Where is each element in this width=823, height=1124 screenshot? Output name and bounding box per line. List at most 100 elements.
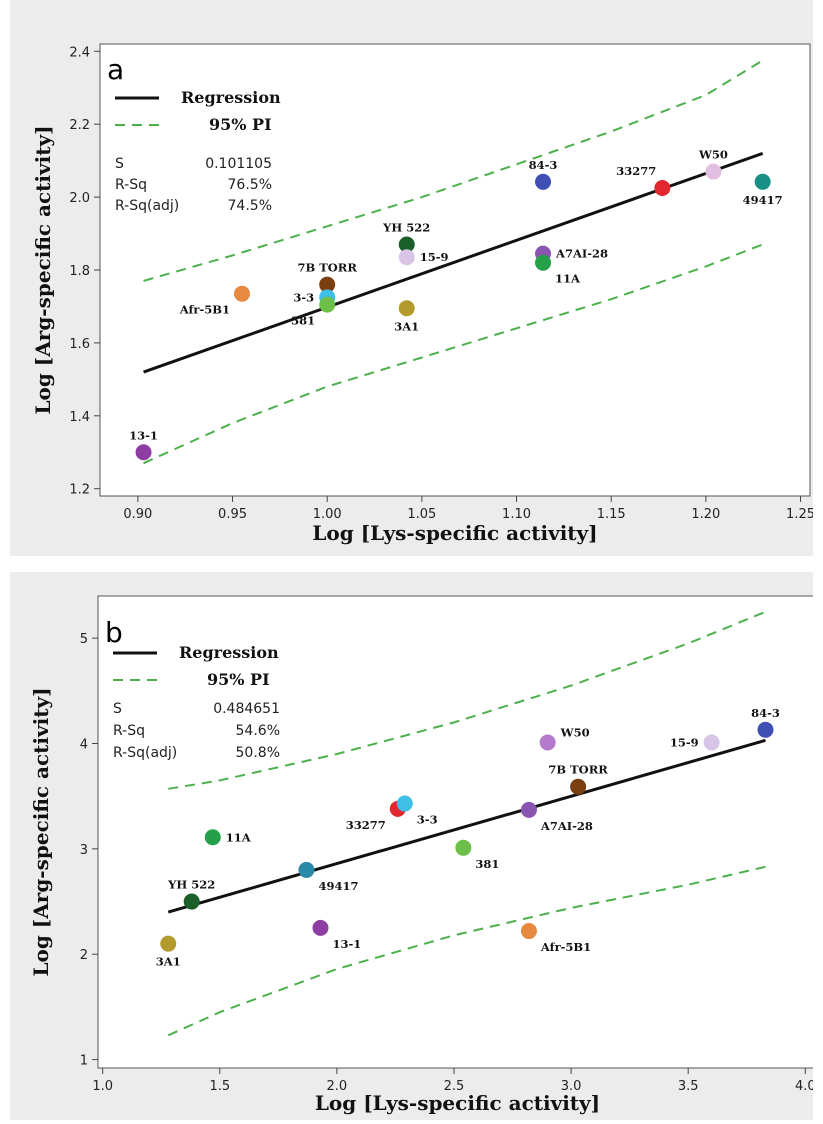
- y-tick-label: 2.4: [69, 45, 90, 60]
- data-point: [204, 829, 221, 846]
- stat-value: 50.8%: [236, 745, 280, 761]
- point-label: 15-9: [670, 735, 699, 749]
- y-tick-label: 2.2: [69, 118, 90, 133]
- point-label: 11A: [226, 830, 252, 844]
- point-label: YH 522: [167, 878, 215, 892]
- panel-letter: a: [107, 53, 124, 86]
- x-tick-label: 2.0: [327, 1079, 348, 1094]
- point-label: 33277: [346, 818, 386, 832]
- point-label: 3-3: [417, 813, 438, 827]
- x-tick-label: 1.5: [209, 1079, 230, 1094]
- x-axis-label: Log [Lys-specific activity]: [312, 521, 597, 545]
- panel-letter: b: [105, 616, 123, 649]
- point-label: 11A: [555, 272, 581, 286]
- y-tick-label: 3: [80, 843, 88, 858]
- point-label: 33277: [616, 164, 656, 178]
- point-label: Afr-5B1: [179, 303, 230, 317]
- point-label: 7B TORR: [548, 763, 608, 777]
- point-label: 13-1: [129, 428, 158, 442]
- y-tick-label: 4: [80, 738, 88, 753]
- chart-b-svg: b 1.0 1.5 2.0 2.5 3.0 3.5 4.0 1 2 3 4 5 Log [Lys-spec…: [29, 595, 813, 1115]
- x-tick-label: 2.5: [444, 1079, 465, 1094]
- pi-lower-line: [167, 865, 766, 1037]
- y-tick-label: 5: [80, 632, 88, 647]
- x-tick-label: 3.0: [561, 1079, 582, 1094]
- point-label: 49417: [743, 193, 783, 207]
- stat-name: R-Sq(adj): [113, 745, 177, 761]
- point-label: 7B TORR: [297, 261, 357, 275]
- x-tick-label: 1.20: [691, 507, 720, 522]
- x-tick-label: 4.0: [795, 1079, 813, 1094]
- pi-lower-line: [143, 243, 764, 465]
- data-point: [757, 721, 774, 738]
- data-point: [535, 173, 552, 190]
- data-point: [520, 923, 537, 940]
- data-point: [398, 249, 415, 266]
- point-label: Afr-5B1: [540, 940, 591, 954]
- data-point: [539, 734, 556, 751]
- x-tick-label: 1.25: [786, 507, 813, 522]
- pi-upper-line: [143, 59, 764, 282]
- stat-value: 0.484651: [213, 701, 280, 717]
- x-axis-label: Log [Lys-specific activity]: [315, 1091, 600, 1115]
- point-label: W50: [698, 148, 728, 162]
- legend-pi-label: 95% PI: [207, 670, 270, 689]
- data-point: [160, 935, 177, 952]
- data-point: [319, 296, 336, 313]
- stat-name: S: [115, 156, 124, 172]
- y-tick-label: 1.6: [69, 337, 90, 352]
- point-label: 3A1: [394, 319, 419, 333]
- data-point: [234, 285, 250, 302]
- data-point: [455, 839, 472, 856]
- point-label: 13-1: [332, 937, 361, 951]
- point-label: 84-3: [751, 706, 780, 720]
- data-point: [705, 163, 722, 180]
- chart-panel-b: b 1.0 1.5 2.0 2.5 3.0 3.5 4.0 1 2 3 4 5 Log [Lys-spec…: [10, 572, 813, 1120]
- data-point: [298, 861, 315, 878]
- regression-line: [167, 738, 766, 914]
- x-tick-label: 1.0: [92, 1079, 113, 1094]
- plot-area: [99, 43, 811, 497]
- point-label: A7AI-28: [540, 819, 593, 833]
- data-point: [183, 893, 200, 910]
- data-point: [654, 179, 671, 196]
- data-point: [535, 254, 552, 271]
- data-point: [570, 778, 587, 795]
- x-tick-label: 1.05: [407, 507, 436, 522]
- x-tick-label: 0.95: [218, 507, 247, 522]
- point-label: YH 522: [382, 220, 430, 234]
- x-tick-label: 0.90: [123, 507, 152, 522]
- point-label: 49417: [318, 879, 358, 893]
- data-point: [703, 734, 720, 751]
- point-label: W50: [560, 725, 590, 739]
- point-label: 3-3: [293, 290, 314, 304]
- y-tick-label: 1.4: [69, 410, 90, 425]
- y-tick-label: 2.0: [69, 191, 90, 206]
- point-label: A7AI-28: [555, 247, 608, 261]
- data-point: [135, 444, 152, 461]
- data-point: [520, 801, 537, 818]
- stat-value: 76.5%: [228, 177, 272, 193]
- legend-regression-label: Regression: [181, 88, 281, 107]
- pi-upper-line: [168, 610, 766, 790]
- legend-regression-label: Regression: [179, 643, 279, 662]
- x-tick-label: 3.5: [678, 1079, 699, 1094]
- data-point: [396, 795, 413, 812]
- legend-pi-label: 95% PI: [209, 115, 272, 134]
- stat-name: R-Sq: [115, 177, 147, 193]
- data-point: [398, 236, 415, 253]
- point-label: 381: [291, 314, 315, 328]
- y-axis-label: Log [Arg-specific activity]: [29, 687, 53, 976]
- chart-a-svg: a 0.90 0.95 1.00 1.05 1.10 1.15 1.20 1.25 1.2 1.4 1…: [31, 43, 813, 545]
- x-tick-label: 1.00: [313, 507, 342, 522]
- stat-value: 74.5%: [228, 198, 272, 214]
- stat-name: S: [113, 701, 122, 717]
- data-point: [754, 173, 771, 190]
- point-label: 381: [475, 857, 499, 871]
- y-tick-label: 1.2: [69, 483, 90, 498]
- y-tick-label: 2: [80, 948, 88, 963]
- stat-value: 0.101105: [205, 156, 272, 172]
- plot-area: [97, 595, 813, 1069]
- point-label: 3A1: [156, 955, 181, 969]
- y-tick-label: 1.8: [69, 264, 90, 279]
